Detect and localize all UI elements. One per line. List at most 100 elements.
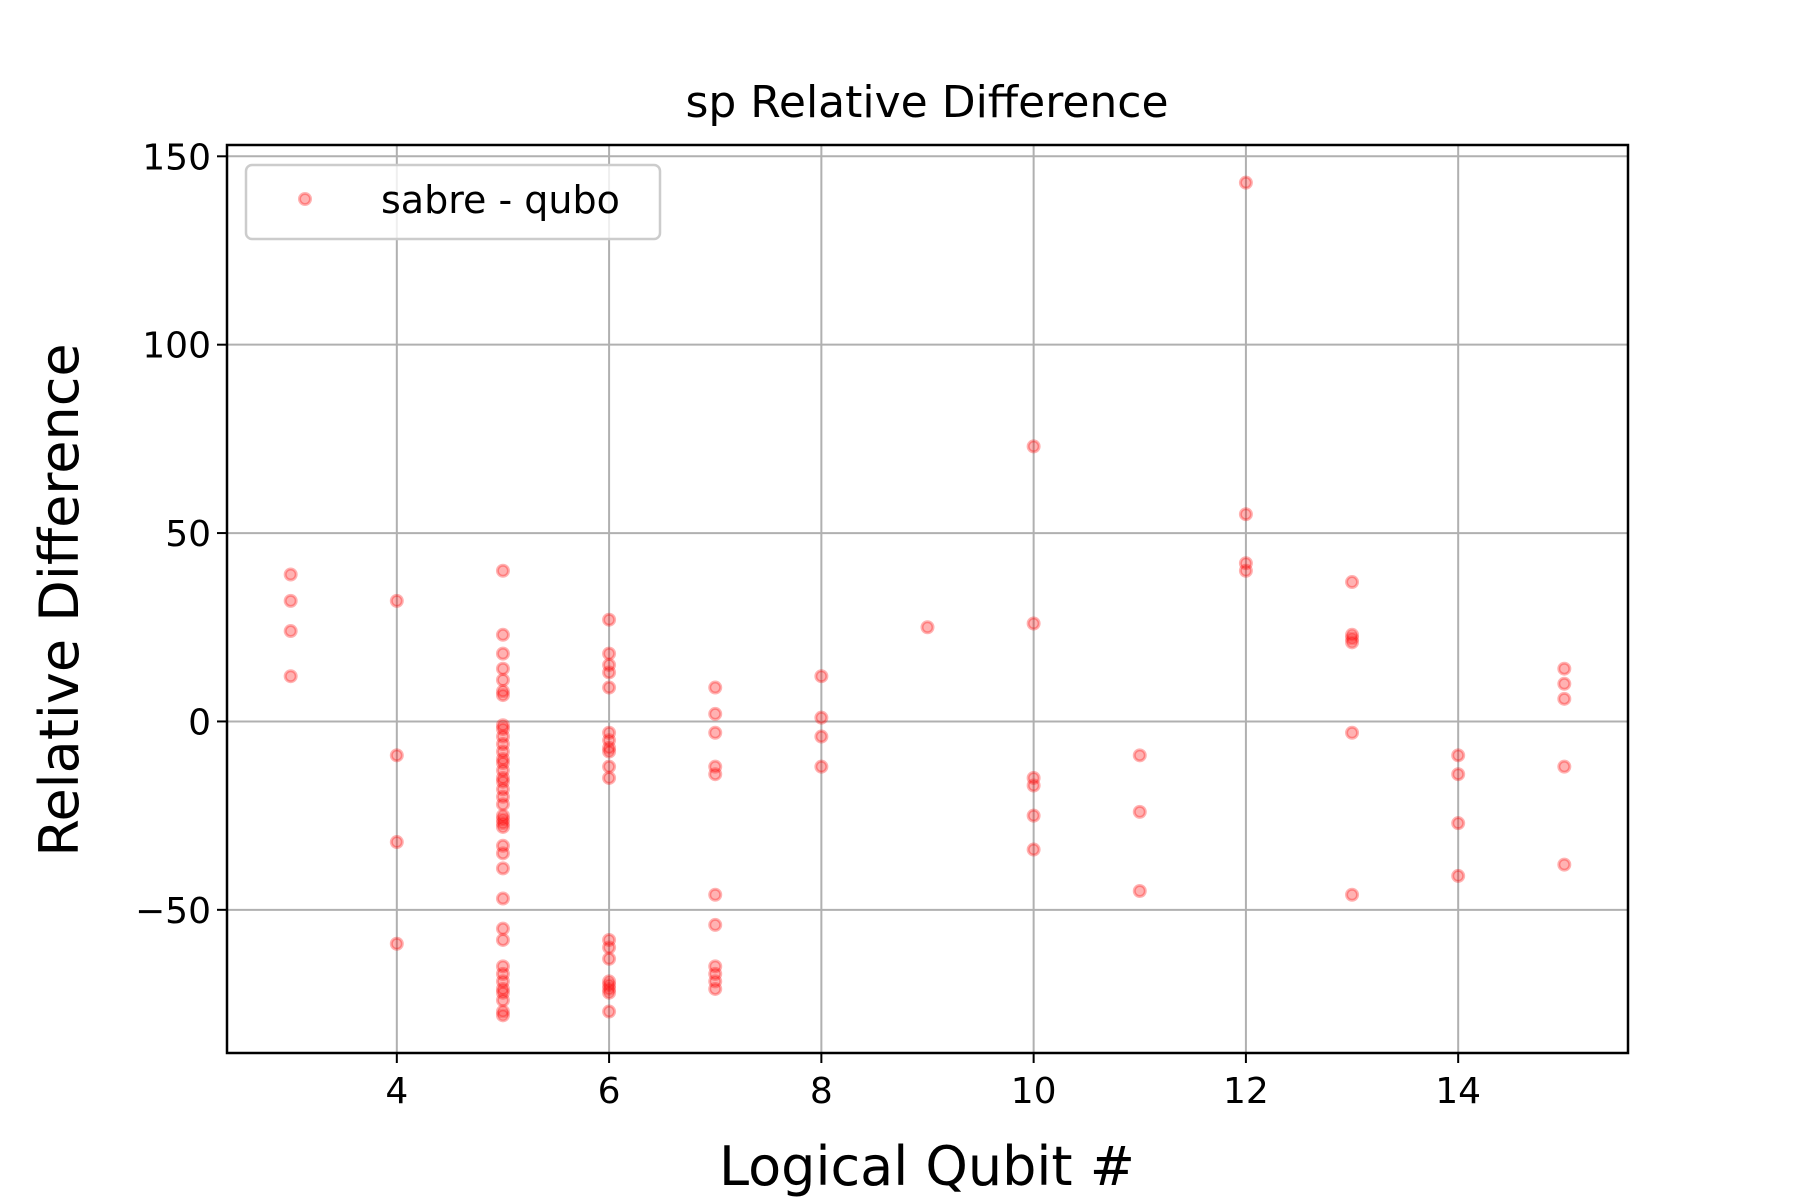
data-point [708,680,723,695]
data-point [1557,759,1572,774]
data-point [1345,725,1360,740]
x-tick-label: 12 [1223,1071,1269,1112]
data-point [814,669,829,684]
data-point [602,951,617,966]
data-point [602,1004,617,1019]
data-point [495,688,510,703]
data-point [495,1008,510,1023]
data-point [814,710,829,725]
data-point [602,740,617,755]
y-tick-label: 50 [165,514,211,555]
data-point [495,729,510,744]
data-point [602,981,617,996]
data-point [1238,563,1253,578]
data-point [1238,507,1253,522]
data-point [602,932,617,947]
x-tick-label: 8 [810,1071,833,1112]
data-point [389,835,404,850]
data-point [602,665,617,680]
data-point [602,759,617,774]
data-point [495,812,510,827]
data-point [495,763,510,778]
data-point [1026,770,1041,785]
data-point [602,978,617,993]
data-point [602,770,617,785]
data-point [495,789,510,804]
data-point [602,733,617,748]
data-point [1132,748,1147,763]
x-tick-label: 4 [385,1071,408,1112]
chart-title: sp Relative Difference [685,77,1168,128]
data-point [1026,842,1041,857]
data-points [283,175,1572,1023]
data-point [495,661,510,676]
data-point [495,646,510,661]
data-point [495,563,510,578]
data-point [495,985,510,1000]
data-point [814,729,829,744]
data-point [708,887,723,902]
data-point [602,680,617,695]
data-point [389,936,404,951]
data-point [602,985,617,1000]
data-point [1238,556,1253,571]
data-point [283,669,298,684]
data-point [495,721,510,736]
data-point [495,718,510,733]
data-point [1238,175,1253,190]
data-point [708,725,723,740]
data-point [389,748,404,763]
data-point [708,974,723,989]
y-tick-label: 0 [188,702,211,743]
data-point [495,891,510,906]
data-point [495,993,510,1008]
data-point [708,966,723,981]
legend-label: sabre - qubo [381,178,620,222]
data-point [1026,808,1041,823]
data-point [708,706,723,721]
data-point [495,744,510,759]
data-point [495,673,510,688]
data-point [495,770,510,785]
data-point [1557,691,1572,706]
data-point [708,981,723,996]
data-point [1026,778,1041,793]
data-point [495,966,510,981]
data-point [1026,616,1041,631]
data-point [708,767,723,782]
x-tick-label: 6 [598,1071,621,1112]
data-point [495,755,510,770]
x-axis-label: Logical Qubit # [719,1135,1135,1198]
data-point [495,819,510,834]
data-point [1557,676,1572,691]
data-point [495,861,510,876]
data-point [602,646,617,661]
data-point [495,816,510,831]
data-point [920,620,935,635]
data-point [602,725,617,740]
grid [227,145,1628,1053]
y-tick-label: 100 [142,326,211,367]
data-point [1345,631,1360,646]
data-point [1345,627,1360,642]
data-point [602,612,617,627]
data-point [495,838,510,853]
data-point [708,759,723,774]
data-point [495,959,510,974]
axis-ticks: 4 6 8 10 12 14 −50 0 50 100 150 [135,137,1481,1112]
y-tick-label: −50 [135,891,211,932]
data-point [495,846,510,861]
data-point [602,657,617,672]
data-point [495,684,510,699]
x-tick-label: 10 [1011,1071,1057,1112]
data-point [495,1004,510,1019]
data-point [1345,887,1360,902]
data-point [602,974,617,989]
data-point [495,774,510,789]
data-point [495,974,510,989]
data-point [495,921,510,936]
data-point [1345,575,1360,590]
data-point [495,737,510,752]
data-point [602,940,617,955]
